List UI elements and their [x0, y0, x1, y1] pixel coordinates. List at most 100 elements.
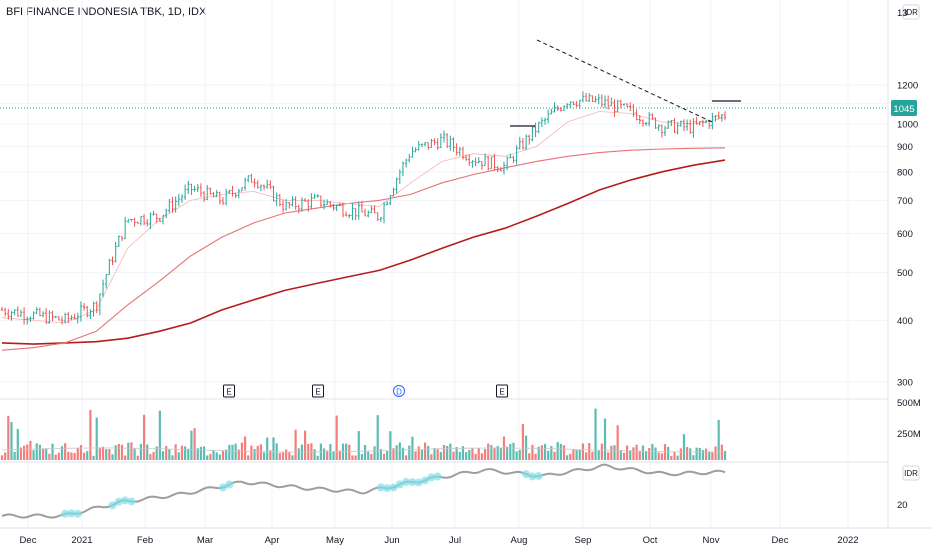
volume-bar [332, 451, 335, 460]
volume-bar [79, 445, 83, 460]
volume-bar [76, 447, 79, 460]
volume-bar [386, 451, 389, 460]
indicator-highlight-4 [534, 472, 543, 481]
volume-bar [228, 444, 231, 460]
descending-trendline[interactable] [536, 39, 713, 123]
volume-bar [471, 447, 474, 460]
indicator-highlight-4 [528, 472, 537, 481]
time-tick-jul: Jul [449, 535, 461, 546]
moving-average-3 [1, 111, 726, 324]
volume-bar [367, 451, 370, 460]
volume-bar [487, 443, 490, 460]
volume-bar [395, 445, 398, 460]
volume-bar [199, 446, 203, 460]
volume-bar [23, 445, 26, 460]
volume-bar [686, 446, 689, 460]
time-tick-2021: 2021 [71, 535, 92, 546]
volume-bar [244, 436, 247, 460]
volume-bar [259, 444, 262, 460]
volume-bar [458, 451, 461, 460]
time-tick-oct: Oct [643, 535, 658, 546]
volume-bar [146, 444, 149, 460]
volume-bar [629, 450, 632, 460]
volume-bar [717, 419, 720, 460]
volume-bar [512, 442, 515, 460]
volume-bar [477, 448, 480, 460]
volume-bar [547, 450, 550, 460]
indicator-highlight-1 [121, 496, 130, 505]
price-tick-800: 800 [897, 167, 913, 178]
indicator-highlight-3 [427, 473, 436, 482]
volume-axis-label-250m: 250M [897, 429, 921, 440]
volume-bar [657, 452, 660, 460]
volume-bar [231, 444, 234, 460]
volume-bar [622, 452, 626, 460]
volume-bar [45, 448, 48, 460]
price-axis-top-label: 13 [897, 8, 908, 19]
volume-bar [70, 452, 73, 460]
volume-bar [288, 452, 291, 460]
volume-bar [165, 445, 168, 460]
volume-bar [297, 448, 300, 460]
volume-bar [648, 448, 651, 460]
indicator-highlight-4 [522, 470, 531, 479]
indicator-highlight-0 [61, 509, 70, 518]
volume-bar [632, 447, 635, 460]
volume-bar [35, 443, 38, 460]
volume-bar [360, 454, 364, 460]
indicator-highlight-1 [114, 497, 123, 506]
volume-bar [313, 449, 316, 460]
volume-bar [316, 455, 319, 460]
volume-bar [57, 452, 60, 460]
indicator-currency-badge[interactable] [902, 465, 920, 481]
volume-bar [351, 455, 354, 460]
earnings-marker [496, 384, 508, 398]
chart-grid [0, 0, 888, 528]
volume-bar [569, 453, 572, 460]
volume-bar [427, 445, 430, 460]
volume-bar [357, 431, 360, 460]
volume-bar [215, 452, 218, 460]
earnings-marker [223, 384, 235, 398]
volume-bar [26, 444, 29, 460]
volume-bar [54, 454, 57, 460]
time-axis[interactable]: Dec 2021 Feb Mar Apr May Jun Jul Aug Sep Oct Nov Dec… [20, 535, 859, 546]
volume-bar [127, 442, 130, 460]
volume-bar [626, 445, 629, 460]
volume-bar [196, 448, 199, 460]
volume-bar [465, 452, 468, 460]
volume-bar [644, 451, 648, 460]
price-axis[interactable]: 300400500600700800900100011001200 [897, 80, 918, 388]
volume-bar [584, 452, 588, 460]
volume-bar [285, 449, 288, 460]
current-price-value: 1045 [893, 104, 914, 115]
indicator-highlight-2 [219, 483, 228, 492]
volume-bar [322, 448, 326, 460]
volume-bar [468, 449, 471, 460]
volume-bar [591, 451, 594, 460]
volume-bar [515, 451, 518, 460]
volume-bar [4, 452, 7, 460]
volume-bar [698, 447, 701, 460]
volume-bar [499, 447, 502, 460]
currency-badge[interactable] [902, 4, 920, 20]
volume-bar [86, 451, 89, 460]
volume-bar [209, 454, 212, 460]
volume-bar [180, 445, 184, 460]
volume-bar [613, 445, 616, 460]
volume-bar [142, 414, 146, 460]
volume-bar [667, 446, 670, 460]
volume-bar [117, 444, 120, 460]
volume-bar [540, 445, 543, 460]
indicator-highlight-3 [408, 478, 417, 487]
volume-bar [202, 446, 206, 460]
volume-bar [534, 453, 537, 460]
volume-bar [610, 445, 613, 460]
price-tick-300: 300 [897, 378, 913, 389]
volume-bar [272, 437, 275, 460]
volume-bar [193, 428, 196, 460]
volume-bar [439, 451, 442, 460]
volume-bar [278, 453, 281, 460]
volume-bar [158, 410, 161, 460]
